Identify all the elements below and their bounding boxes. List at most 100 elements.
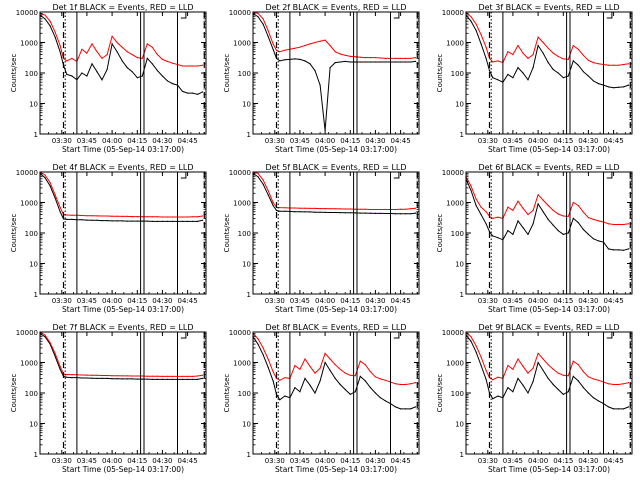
data-point-events bbox=[262, 23, 264, 25]
series-line-events bbox=[252, 12, 416, 131]
data-point-events bbox=[197, 220, 199, 222]
data-point-events bbox=[171, 83, 174, 85]
data-point-events bbox=[192, 378, 194, 380]
data-point-lld bbox=[507, 51, 509, 53]
data-point-events bbox=[542, 369, 544, 371]
data-point-lld bbox=[485, 46, 487, 48]
data-point-events bbox=[485, 223, 487, 225]
data-point-events bbox=[582, 71, 585, 73]
data-point-lld bbox=[349, 55, 351, 58]
data-point-events bbox=[613, 408, 615, 410]
data-point-lld bbox=[131, 54, 133, 56]
data-point-lld bbox=[522, 52, 524, 54]
data-point-lld bbox=[480, 206, 482, 208]
data-point-lld bbox=[192, 216, 194, 218]
x-axis-label: Start Time (05-Sep-14 03:17:00) bbox=[488, 145, 610, 154]
data-point-events bbox=[136, 220, 138, 222]
data-point-lld bbox=[81, 214, 83, 217]
x-tick-label: 03:30 bbox=[478, 137, 498, 145]
data-point-events bbox=[405, 213, 407, 215]
data-point-events bbox=[522, 384, 524, 386]
y-tick-label: 10 bbox=[455, 261, 464, 269]
data-point-lld bbox=[369, 208, 371, 211]
data-point-lld bbox=[405, 57, 407, 60]
y-tick-label: 1 bbox=[247, 131, 251, 139]
y-axis-label: Counts/sec bbox=[223, 54, 231, 93]
y-tick-label: 10 bbox=[455, 421, 464, 429]
data-point-lld bbox=[623, 63, 625, 66]
data-point-events bbox=[59, 51, 61, 53]
data-point-lld bbox=[156, 54, 158, 56]
data-point-events bbox=[592, 397, 595, 399]
data-point-events bbox=[354, 212, 356, 214]
x-tick-label: 03:45 bbox=[77, 297, 97, 305]
data-point-events bbox=[618, 86, 620, 88]
data-point-lld bbox=[607, 383, 610, 385]
data-point-lld bbox=[81, 374, 83, 376]
marker-line-short bbox=[606, 172, 613, 179]
x-tick-label: 04:00 bbox=[528, 297, 548, 305]
data-point-lld bbox=[532, 209, 534, 211]
data-point-events bbox=[314, 70, 316, 72]
data-point-events bbox=[384, 61, 387, 63]
x-tick-label: 03:30 bbox=[478, 457, 498, 465]
data-point-lld bbox=[272, 201, 274, 204]
chart-panel-9: 1 10 100 1000 10000 03:30 03:45 04:00 04:15 04:30… bbox=[436, 323, 633, 474]
y-tick-label: 100 bbox=[238, 230, 251, 238]
data-point-events bbox=[542, 211, 544, 213]
data-point-lld bbox=[582, 371, 585, 373]
x-tick-label: 04:45 bbox=[178, 457, 198, 465]
data-point-events bbox=[101, 79, 103, 81]
x-tick-label: 04:15 bbox=[553, 457, 573, 465]
data-point-events bbox=[62, 218, 65, 220]
data-point-events bbox=[81, 219, 83, 221]
data-point-events bbox=[111, 378, 113, 380]
data-point-events bbox=[272, 48, 274, 50]
data-point-events bbox=[475, 351, 477, 353]
data-point-events bbox=[552, 383, 554, 386]
data-point-events bbox=[628, 406, 630, 408]
data-point-lld bbox=[314, 207, 316, 209]
data-point-lld bbox=[592, 218, 595, 220]
data-point-events bbox=[542, 52, 544, 54]
data-point-events bbox=[537, 44, 539, 47]
data-point-events bbox=[364, 61, 366, 63]
panel-title: Det 5f BLACK = Events, RED = LLD bbox=[265, 163, 406, 172]
x-axis-label: Start Time (05-Sep-14 03:17:00) bbox=[488, 305, 610, 314]
data-point-events bbox=[410, 61, 412, 63]
x-tick-label: 04:15 bbox=[340, 137, 360, 145]
x-axis-label: Start Time (05-Sep-14 03:17:00) bbox=[275, 465, 397, 474]
data-point-events bbox=[618, 249, 620, 251]
x-tick-label: 04:00 bbox=[315, 137, 335, 145]
x-tick-label: 04:00 bbox=[102, 137, 122, 145]
data-point-events bbox=[349, 61, 351, 63]
data-point-lld bbox=[66, 214, 68, 216]
data-point-lld bbox=[384, 208, 387, 211]
data-point-lld bbox=[284, 49, 286, 51]
data-point-lld bbox=[552, 209, 554, 211]
x-tick-label: 04:30 bbox=[578, 297, 598, 305]
data-point-lld bbox=[319, 208, 321, 210]
x-tick-label: 04:30 bbox=[578, 457, 598, 465]
chart-panel-3: 1 10 100 1000 10000 03:30 03:45 04:00 04:15 04:30… bbox=[436, 3, 633, 154]
x-tick-label: 04:30 bbox=[365, 137, 385, 145]
data-point-lld bbox=[577, 48, 579, 50]
data-point-events bbox=[279, 60, 281, 62]
data-point-events bbox=[284, 395, 286, 397]
data-point-events bbox=[400, 408, 402, 410]
data-point-events bbox=[364, 212, 366, 214]
data-point-events bbox=[512, 233, 514, 235]
data-point-events bbox=[512, 77, 514, 79]
data-point-lld bbox=[267, 358, 269, 360]
data-point-lld bbox=[314, 372, 316, 374]
data-point-lld bbox=[562, 215, 564, 217]
data-point-lld bbox=[475, 345, 477, 347]
data-point-lld bbox=[542, 41, 544, 44]
data-point-lld bbox=[623, 223, 625, 226]
data-point-events bbox=[552, 224, 554, 226]
data-point-events bbox=[410, 213, 412, 215]
data-point-events bbox=[91, 219, 93, 221]
y-tick-label: 1000 bbox=[20, 200, 38, 208]
y-tick-label: 1000 bbox=[446, 360, 464, 368]
x-tick-label: 03:45 bbox=[77, 457, 97, 465]
